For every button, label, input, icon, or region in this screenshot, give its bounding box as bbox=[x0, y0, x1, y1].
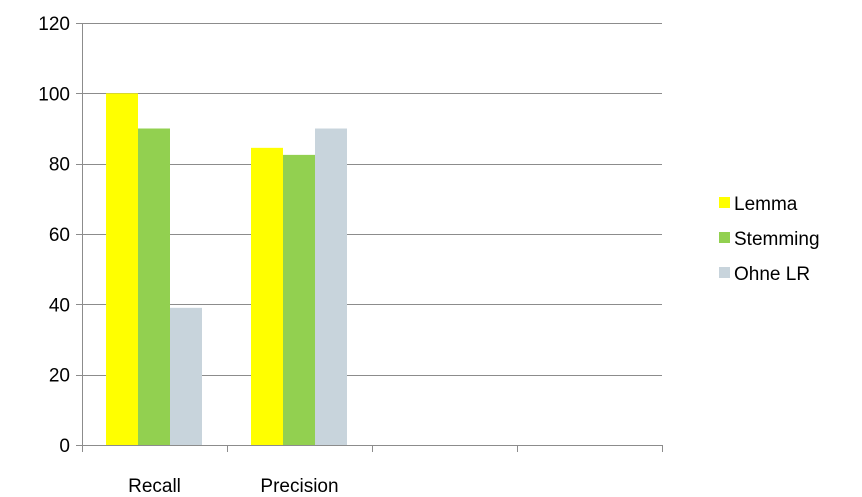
bar-ohne-lr-precision bbox=[315, 128, 347, 445]
x-tick-labels: Recall Precision bbox=[128, 476, 338, 497]
y-tick-label-100: 100 bbox=[38, 84, 70, 105]
y-tick-label-0: 0 bbox=[59, 436, 70, 457]
legend-swatch-ohne-lr bbox=[719, 267, 730, 278]
y-tick-labels: 0 20 40 60 80 100 120 bbox=[38, 14, 70, 457]
gridlines bbox=[82, 23, 662, 376]
legend-swatch-lemma bbox=[719, 197, 730, 208]
x-tick-label-precision: Precision bbox=[260, 476, 338, 497]
x-tick-label-recall: Recall bbox=[128, 476, 181, 497]
legend-label-lemma: Lemma bbox=[734, 194, 798, 215]
y-tick-label-40: 40 bbox=[49, 295, 70, 316]
legend-label-ohne-lr: Ohne LR bbox=[734, 264, 810, 285]
bar-ohne-lr-recall bbox=[170, 307, 202, 445]
bar-stemming-recall bbox=[138, 128, 170, 445]
bar-lemma-precision bbox=[251, 147, 283, 445]
legend-swatch-stemming bbox=[719, 232, 730, 243]
y-tick-label-20: 20 bbox=[49, 366, 70, 387]
y-tick-label-120: 120 bbox=[38, 14, 70, 35]
legend-label-stemming: Stemming bbox=[734, 229, 820, 250]
axes bbox=[76, 23, 663, 452]
legend: Lemma Stemming Ohne LR bbox=[719, 194, 820, 285]
bars bbox=[106, 93, 347, 445]
y-tick-label-60: 60 bbox=[49, 225, 70, 246]
y-tick-label-80: 80 bbox=[49, 155, 70, 176]
bar-lemma-recall bbox=[106, 93, 138, 445]
bar-stemming-precision bbox=[283, 154, 315, 445]
